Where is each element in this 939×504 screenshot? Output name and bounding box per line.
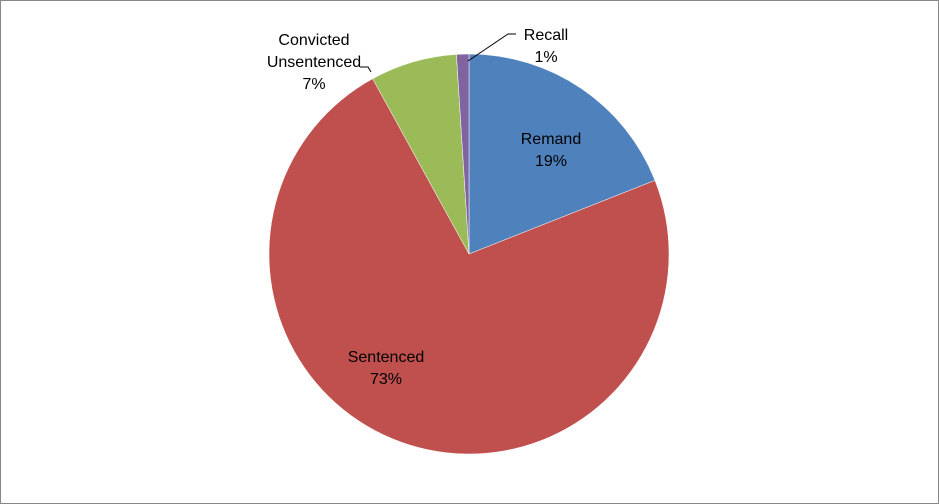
data-label: Recall 1% (511, 25, 581, 69)
category-name: Sentenced (347, 349, 425, 366)
value-label: 19% (534, 153, 568, 170)
pie-slice (456, 53, 470, 255)
value-label: 1% (534, 49, 558, 66)
data-label: Remand 19% (501, 129, 601, 173)
category-name: Convicted Unsentenced (266, 32, 362, 71)
pie-slice (268, 78, 670, 455)
category-name: Remand (520, 131, 582, 148)
data-label: Convicted Unsentenced 7% (259, 30, 369, 96)
leader-line (360, 66, 372, 73)
category-name: Recall (523, 27, 569, 44)
data-label: Sentenced 73% (331, 347, 441, 391)
pie-slice (468, 53, 656, 255)
value-label: 73% (369, 371, 403, 388)
leader-line (467, 33, 516, 62)
value-label: 7% (302, 76, 326, 93)
